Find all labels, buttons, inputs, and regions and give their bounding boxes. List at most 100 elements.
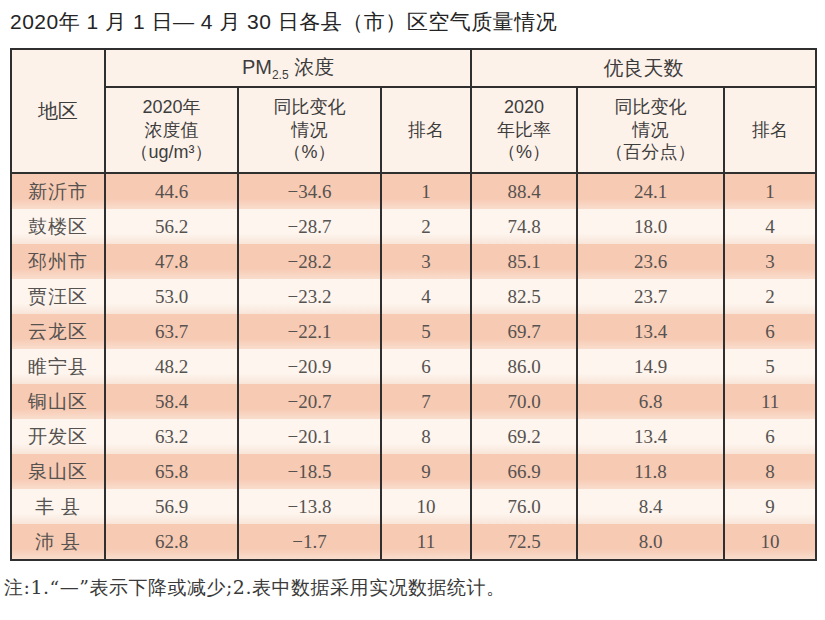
cell-days_ratio: 86.0 [471, 349, 577, 384]
cell-days_ratio: 76.0 [471, 489, 577, 524]
pm25-label-prefix: PM [242, 56, 272, 78]
cell-pm_change: −13.8 [238, 489, 381, 524]
cell-days_change: 23.6 [577, 244, 724, 279]
cell-region: 泉山区 [11, 454, 105, 489]
cell-days_ratio: 70.0 [471, 384, 577, 419]
cell-region: 沛 县 [11, 524, 105, 560]
cell-region: 贾汪区 [11, 279, 105, 314]
cell-pm_value: 58.4 [105, 384, 238, 419]
cell-days_change: 23.7 [577, 279, 724, 314]
cell-days_rank: 3 [724, 244, 816, 279]
cell-pm_change: −1.7 [238, 524, 381, 560]
cell-days_ratio: 88.4 [471, 173, 577, 209]
cell-pm_rank: 11 [381, 524, 471, 560]
cell-pm_rank: 6 [381, 349, 471, 384]
cell-region: 丰 县 [11, 489, 105, 524]
cell-days_rank: 11 [724, 384, 816, 419]
table-row: 开发区63.2−20.1869.213.46 [11, 419, 816, 454]
table-header: 地区 PM2.5 浓度 优良天数 2020年 浓度值 （ug/m³） 同比变化 … [11, 49, 816, 173]
column-header-pm-value: 2020年 浓度值 （ug/m³） [105, 87, 238, 173]
cell-pm_change: −18.5 [238, 454, 381, 489]
cell-days_ratio: 85.1 [471, 244, 577, 279]
cell-days_rank: 8 [724, 454, 816, 489]
cell-region: 云龙区 [11, 314, 105, 349]
cell-pm_change: −20.7 [238, 384, 381, 419]
cell-days_rank: 6 [724, 419, 816, 454]
cell-days_rank: 9 [724, 489, 816, 524]
cell-pm_rank: 4 [381, 279, 471, 314]
cell-days_rank: 2 [724, 279, 816, 314]
cell-days_change: 13.4 [577, 314, 724, 349]
cell-days_ratio: 72.5 [471, 524, 577, 560]
cell-pm_value: 48.2 [105, 349, 238, 384]
cell-region: 鼓楼区 [11, 209, 105, 244]
table-row: 贾汪区53.0−23.2482.523.72 [11, 279, 816, 314]
cell-region: 邳州市 [11, 244, 105, 279]
cell-pm_value: 47.8 [105, 244, 238, 279]
air-quality-report-page: 2020年 1 月 1 日— 4 月 30 日各县（市）区空气质量情况 地区 P… [0, 0, 825, 620]
table-footnote: 注:1.“—”表示下降或减少;2.表中数据采用实况数据统计。 [4, 575, 825, 601]
cell-pm_value: 65.8 [105, 454, 238, 489]
cell-pm_rank: 2 [381, 209, 471, 244]
cell-days_rank: 1 [724, 173, 816, 209]
cell-days_rank: 10 [724, 524, 816, 560]
table-row: 丰 县56.9−13.81076.08.49 [11, 489, 816, 524]
table-row: 泉山区65.8−18.5966.911.88 [11, 454, 816, 489]
cell-pm_value: 56.2 [105, 209, 238, 244]
cell-pm_rank: 1 [381, 173, 471, 209]
cell-pm_value: 62.8 [105, 524, 238, 560]
cell-pm_value: 53.0 [105, 279, 238, 314]
air-quality-table: 地区 PM2.5 浓度 优良天数 2020年 浓度值 （ug/m³） 同比变化 … [10, 48, 817, 561]
column-group-pm25: PM2.5 浓度 [105, 49, 471, 87]
cell-days_change: 14.9 [577, 349, 724, 384]
cell-pm_value: 56.9 [105, 489, 238, 524]
cell-pm_rank: 8 [381, 419, 471, 454]
column-header-days-ratio: 2020 年比率 （%） [471, 87, 577, 173]
column-group-good-days: 优良天数 [471, 49, 816, 87]
table-row: 睢宁县48.2−20.9686.014.95 [11, 349, 816, 384]
cell-days_rank: 6 [724, 314, 816, 349]
cell-pm_change: −28.2 [238, 244, 381, 279]
cell-region: 开发区 [11, 419, 105, 454]
cell-days_ratio: 69.7 [471, 314, 577, 349]
table-row: 铜山区58.4−20.7770.06.811 [11, 384, 816, 419]
header-group-row: 地区 PM2.5 浓度 优良天数 [11, 49, 816, 87]
cell-days_change: 6.8 [577, 384, 724, 419]
column-header-region: 地区 [11, 49, 105, 173]
column-header-pm-change: 同比变化 情况 （%） [238, 87, 381, 173]
cell-pm_rank: 3 [381, 244, 471, 279]
cell-days_ratio: 66.9 [471, 454, 577, 489]
cell-pm_rank: 9 [381, 454, 471, 489]
cell-days_change: 13.4 [577, 419, 724, 454]
cell-days_ratio: 82.5 [471, 279, 577, 314]
cell-pm_rank: 7 [381, 384, 471, 419]
cell-region: 睢宁县 [11, 349, 105, 384]
cell-pm_change: −34.6 [238, 173, 381, 209]
pm25-label-suffix: 浓度 [289, 56, 335, 78]
header-sub-row: 2020年 浓度值 （ug/m³） 同比变化 情况 （%） 排名 2020 年比… [11, 87, 816, 173]
cell-days_change: 8.0 [577, 524, 724, 560]
cell-region: 新沂市 [11, 173, 105, 209]
cell-pm_change: −23.2 [238, 279, 381, 314]
cell-pm_rank: 5 [381, 314, 471, 349]
table-row: 云龙区63.7−22.1569.713.46 [11, 314, 816, 349]
table-body: 新沂市44.6−34.6188.424.11鼓楼区56.2−28.7274.81… [11, 173, 816, 560]
cell-pm_rank: 10 [381, 489, 471, 524]
cell-days_change: 11.8 [577, 454, 724, 489]
table-row: 鼓楼区56.2−28.7274.818.04 [11, 209, 816, 244]
cell-days_ratio: 74.8 [471, 209, 577, 244]
table-row: 新沂市44.6−34.6188.424.11 [11, 173, 816, 209]
cell-pm_change: −28.7 [238, 209, 381, 244]
cell-pm_value: 63.2 [105, 419, 238, 454]
table-row: 沛 县62.8−1.71172.58.010 [11, 524, 816, 560]
cell-pm_change: −22.1 [238, 314, 381, 349]
pm25-label-subscript: 2.5 [272, 68, 289, 82]
cell-region: 铜山区 [11, 384, 105, 419]
page-title: 2020年 1 月 1 日— 4 月 30 日各县（市）区空气质量情况 [10, 8, 825, 36]
column-header-pm-rank: 排名 [381, 87, 471, 173]
cell-days_change: 8.4 [577, 489, 724, 524]
cell-days_rank: 4 [724, 209, 816, 244]
cell-pm_change: −20.1 [238, 419, 381, 454]
cell-pm_change: −20.9 [238, 349, 381, 384]
cell-pm_value: 44.6 [105, 173, 238, 209]
